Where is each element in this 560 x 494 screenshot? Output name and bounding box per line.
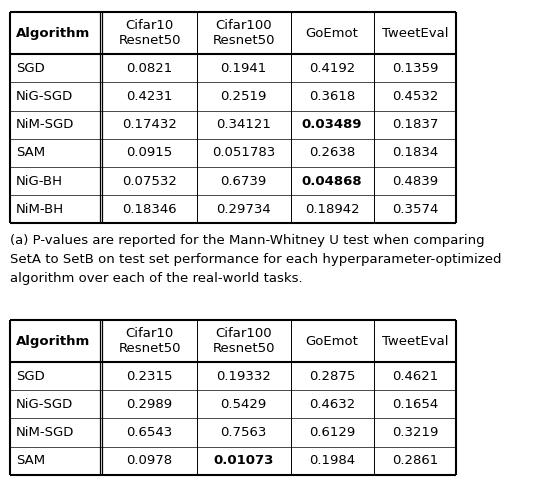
Text: 0.051783: 0.051783	[212, 146, 275, 160]
Text: TweetEval: TweetEval	[382, 334, 448, 348]
Text: 0.7563: 0.7563	[221, 426, 267, 439]
Text: 0.2861: 0.2861	[392, 454, 438, 467]
Text: 0.3219: 0.3219	[392, 426, 438, 439]
Text: NiG-SGD: NiG-SGD	[16, 90, 73, 103]
Text: 0.17432: 0.17432	[122, 118, 177, 131]
Text: TweetEval: TweetEval	[382, 27, 448, 40]
Text: 0.2315: 0.2315	[126, 370, 173, 383]
Text: 0.6543: 0.6543	[127, 426, 172, 439]
Text: Cifar100
Resnet50: Cifar100 Resnet50	[212, 19, 275, 47]
Text: 0.2638: 0.2638	[309, 146, 355, 160]
Text: Cifar100
Resnet50: Cifar100 Resnet50	[212, 327, 275, 355]
Text: 0.03489: 0.03489	[302, 118, 362, 131]
Text: 0.1834: 0.1834	[392, 146, 438, 160]
Text: 0.0978: 0.0978	[127, 454, 172, 467]
Text: NiG-BH: NiG-BH	[16, 174, 63, 188]
Text: 0.4621: 0.4621	[392, 370, 438, 383]
Text: SAM: SAM	[16, 454, 45, 467]
Text: Algorithm: Algorithm	[16, 334, 90, 348]
Text: GoEmot: GoEmot	[306, 334, 358, 348]
Text: NiM-BH: NiM-BH	[16, 203, 64, 216]
Text: SGD: SGD	[16, 370, 44, 383]
Text: 0.1359: 0.1359	[392, 62, 438, 75]
Text: 0.5429: 0.5429	[221, 398, 267, 411]
Text: 0.6739: 0.6739	[221, 174, 267, 188]
Text: 0.1837: 0.1837	[392, 118, 438, 131]
Text: NiG-SGD: NiG-SGD	[16, 398, 73, 411]
Text: 0.4532: 0.4532	[392, 90, 438, 103]
Text: 0.34121: 0.34121	[216, 118, 271, 131]
Text: 0.2875: 0.2875	[309, 370, 355, 383]
Text: 0.29734: 0.29734	[216, 203, 271, 216]
Text: GoEmot: GoEmot	[306, 27, 358, 40]
Text: 0.3618: 0.3618	[309, 90, 355, 103]
Text: 0.1941: 0.1941	[221, 62, 267, 75]
Text: 0.1654: 0.1654	[392, 398, 438, 411]
Text: 0.4192: 0.4192	[309, 62, 355, 75]
Text: 0.18942: 0.18942	[305, 203, 360, 216]
Text: 0.01073: 0.01073	[213, 454, 274, 467]
Text: 0.04868: 0.04868	[302, 174, 362, 188]
Text: NiM-SGD: NiM-SGD	[16, 118, 74, 131]
Text: Cifar10
Resnet50: Cifar10 Resnet50	[118, 19, 181, 47]
Text: 0.4632: 0.4632	[309, 398, 355, 411]
Text: Algorithm: Algorithm	[16, 27, 90, 40]
Text: 0.19332: 0.19332	[216, 370, 271, 383]
Text: 0.4839: 0.4839	[392, 174, 438, 188]
Text: 0.1984: 0.1984	[309, 454, 355, 467]
Text: 0.0915: 0.0915	[127, 146, 172, 160]
Text: 0.3574: 0.3574	[392, 203, 438, 216]
Text: 0.0821: 0.0821	[127, 62, 172, 75]
Text: 0.2519: 0.2519	[221, 90, 267, 103]
Text: (a) P-values are reported for the Mann-Whitney U test when comparing
SetA to Set: (a) P-values are reported for the Mann-W…	[10, 234, 502, 285]
Text: 0.18346: 0.18346	[122, 203, 177, 216]
Text: SGD: SGD	[16, 62, 44, 75]
Text: 0.2989: 0.2989	[127, 398, 172, 411]
Text: 0.07532: 0.07532	[122, 174, 177, 188]
Text: Cifar10
Resnet50: Cifar10 Resnet50	[118, 327, 181, 355]
Text: 0.6129: 0.6129	[309, 426, 355, 439]
Text: SAM: SAM	[16, 146, 45, 160]
Text: NiM-SGD: NiM-SGD	[16, 426, 74, 439]
Text: 0.4231: 0.4231	[127, 90, 172, 103]
